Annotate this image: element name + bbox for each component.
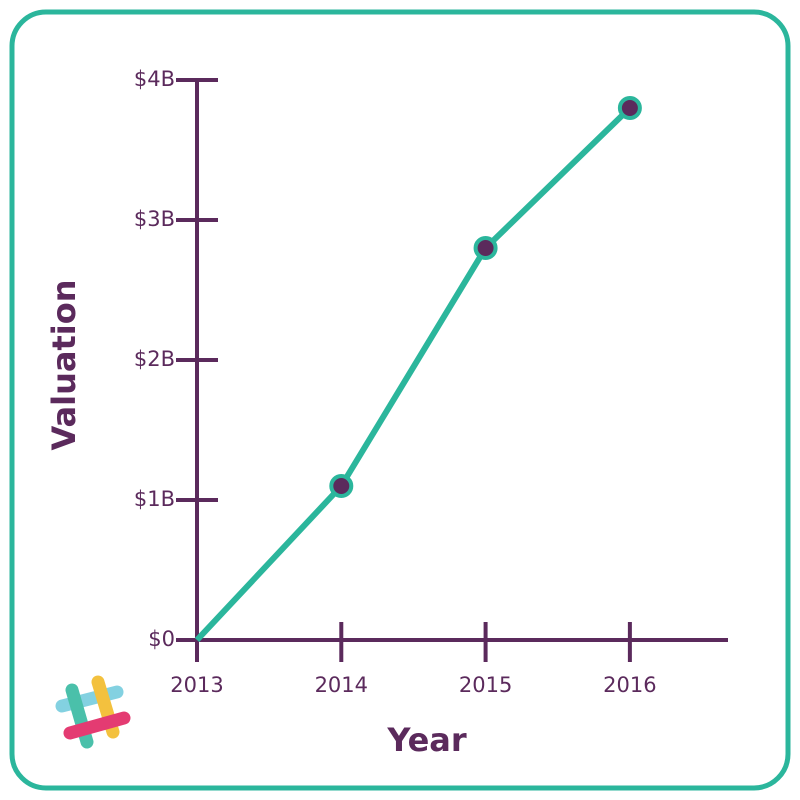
data-point <box>329 474 354 498</box>
data-point <box>617 96 642 120</box>
data-point <box>473 236 498 260</box>
x-axis-title: Year <box>386 721 467 759</box>
y-axis-title: Valuation <box>45 280 83 451</box>
x-tick-label: 2015 <box>459 673 512 697</box>
y-tick-label: $1B <box>134 487 175 511</box>
frame <box>9 9 791 791</box>
y-tick-label: $3B <box>134 207 175 231</box>
series-line <box>194 105 632 643</box>
y-tick-label: $0 <box>148 627 175 651</box>
y-tick-label: $2B <box>134 347 175 371</box>
x-tick-label: 2016 <box>603 673 656 697</box>
x-tick-label: 2013 <box>170 673 223 697</box>
logo <box>55 675 131 749</box>
x-tick-label: 2014 <box>315 673 368 697</box>
y-tick-label: $4B <box>134 67 175 91</box>
